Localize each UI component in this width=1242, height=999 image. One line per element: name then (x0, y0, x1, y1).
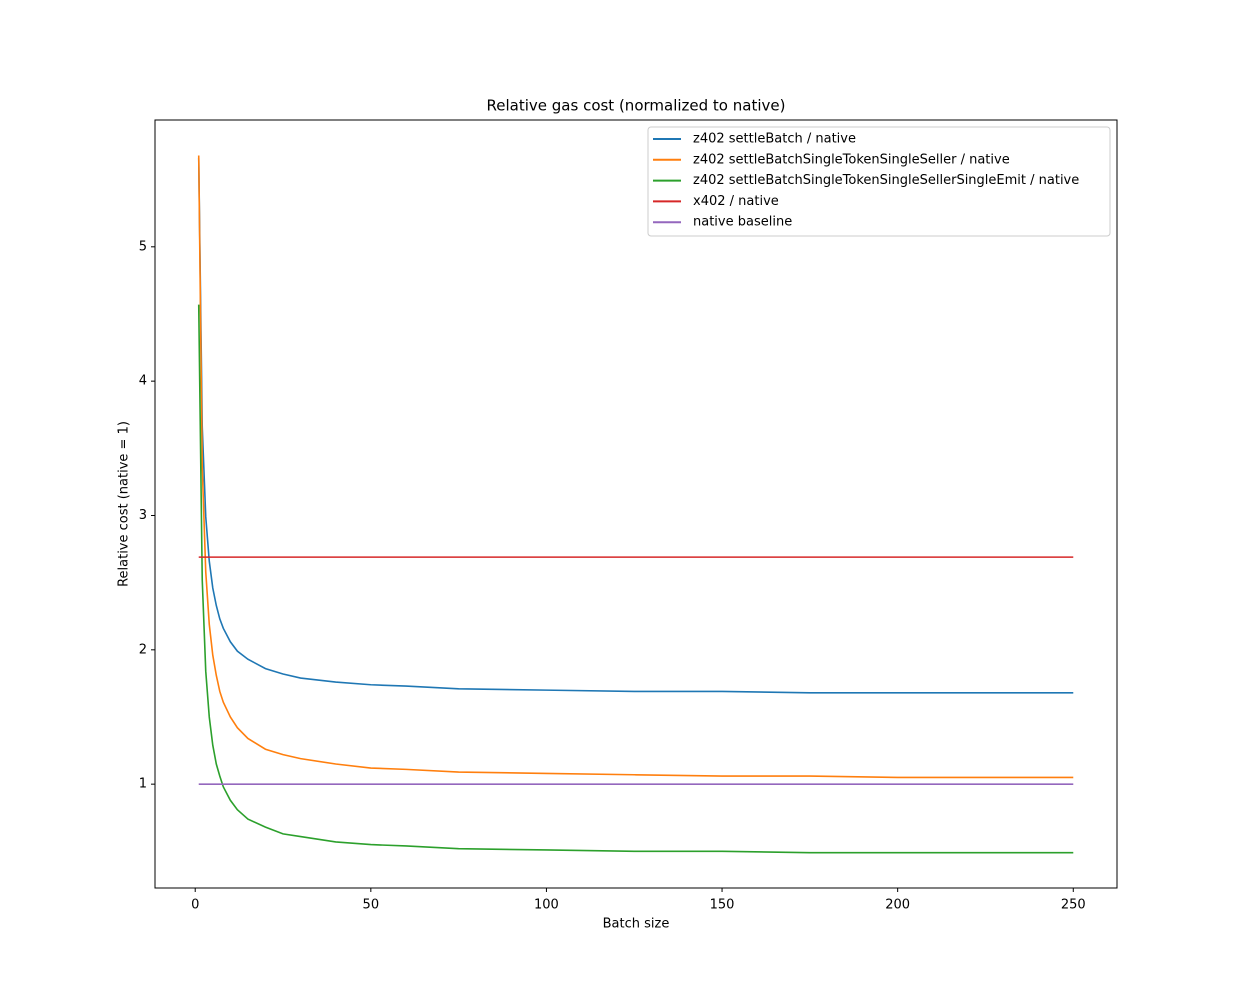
legend-label: z402 settleBatchSingleTokenSingleSellerS… (693, 173, 1079, 188)
x-tick-label: 50 (363, 898, 380, 913)
x-tick-label: 0 (191, 898, 199, 913)
y-tick-label: 2 (139, 642, 147, 657)
y-tick-label: 5 (139, 239, 147, 254)
x-tick-label: 250 (1061, 898, 1086, 913)
legend-label: x402 / native (693, 194, 779, 209)
plot-frame (154, 119, 1118, 889)
legend-label: z402 settleBatch / native (693, 132, 856, 147)
x-tick-label: 200 (885, 898, 910, 913)
y-tick-label: 4 (139, 374, 147, 389)
series-line (197, 158, 1074, 694)
chart-title: Relative gas cost (normalized to native) (487, 97, 786, 115)
x-tick-label: 150 (710, 898, 735, 913)
series-line (197, 155, 1074, 779)
legend-label: native baseline (693, 215, 792, 230)
y-tick-label: 3 (139, 508, 147, 523)
x-axis-label: Batch size (603, 917, 670, 932)
legend-label: z402 settleBatchSingleTokenSingleSeller … (693, 152, 1010, 167)
legend-box (647, 126, 1111, 237)
y-tick-label: 1 (139, 777, 147, 792)
x-tick-label: 100 (534, 898, 559, 913)
series-line (197, 304, 1074, 854)
y-axis-label: Relative cost (native = 1) (117, 421, 132, 587)
